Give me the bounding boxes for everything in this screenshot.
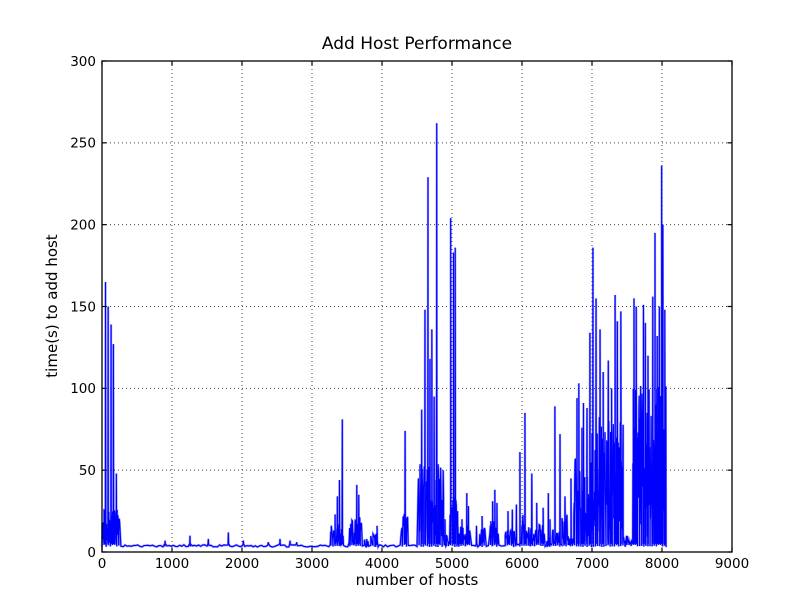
x-tick-label: 6000	[505, 556, 539, 572]
x-tick-label: 1000	[155, 556, 189, 572]
x-axis-label: number of hosts	[355, 571, 479, 589]
x-tick-label: 0	[98, 556, 107, 572]
y-tick-label: 50	[79, 463, 96, 479]
tick-labels: 0 1000 2000 3000 4000 5000 6000 7000 8000 9000 0 50…	[70, 54, 749, 572]
y-tick-label: 100	[70, 381, 96, 397]
y-tick-label: 0	[87, 545, 96, 561]
y-tick-label: 150	[70, 299, 96, 315]
y-tick-label: 300	[70, 54, 96, 70]
grid-lines	[102, 61, 732, 552]
x-tick-label: 4000	[365, 556, 399, 572]
y-tick-label: 200	[70, 217, 96, 233]
y-tick-label: 250	[70, 136, 96, 152]
x-tick-label: 5000	[435, 556, 469, 572]
chart-title: Add Host Performance	[321, 34, 513, 54]
x-tick-label: 8000	[645, 556, 679, 572]
data-series-line	[101, 123, 667, 549]
x-tick-label: 2000	[225, 556, 259, 572]
axis-ticks	[101, 60, 733, 553]
x-tick-label: 7000	[575, 556, 609, 572]
x-tick-label: 9000	[715, 556, 749, 572]
x-tick-label: 3000	[295, 556, 329, 572]
